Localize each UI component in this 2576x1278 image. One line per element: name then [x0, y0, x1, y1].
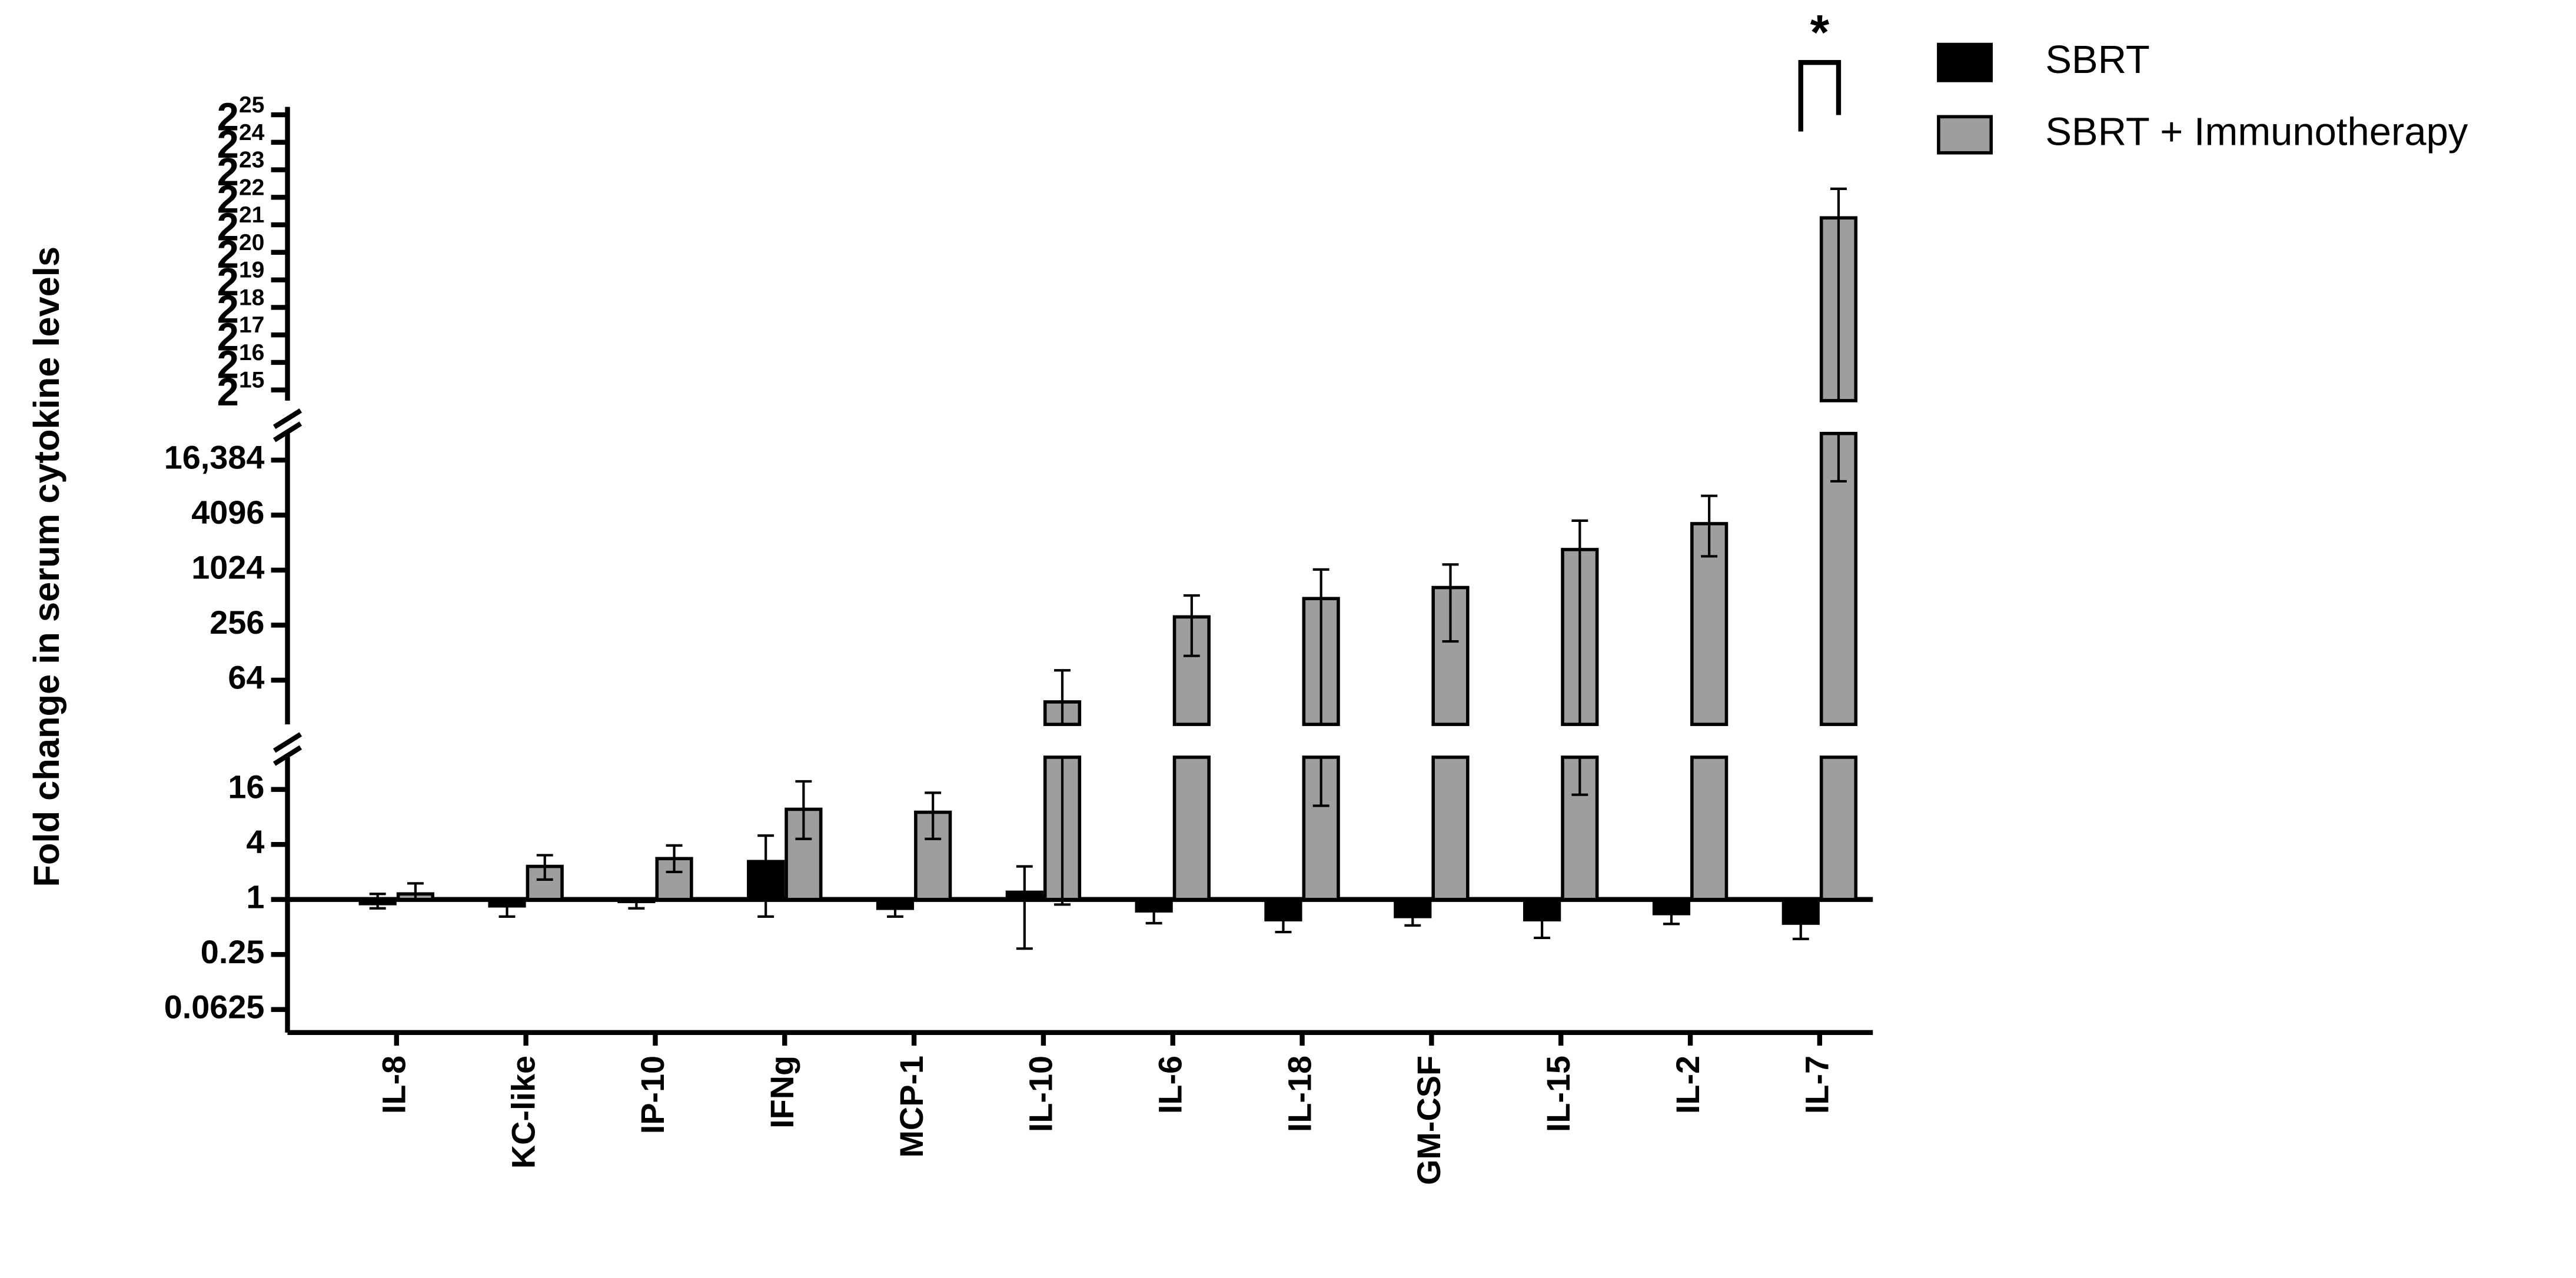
y-tick-label: 220	[217, 230, 265, 277]
y-tick-label: 0.0625	[164, 988, 265, 1025]
legend-label: SBRT	[2045, 38, 2149, 82]
y-tick-base: 2	[217, 370, 239, 414]
y-tick-label: 256	[210, 604, 264, 641]
significance-bracket	[1798, 60, 1842, 132]
bar	[1394, 897, 1432, 918]
y-tick-label: 1024	[191, 549, 264, 586]
y-tick-base: 2	[217, 95, 239, 139]
y-tick-base: 2	[217, 122, 239, 167]
legend-label: SBRT + Immunotherapy	[2045, 110, 2468, 154]
bar	[1135, 897, 1173, 913]
bar	[1561, 756, 1599, 901]
x-tick-label: GM-CSF	[1410, 1056, 1447, 1185]
axis-break	[272, 408, 303, 430]
y-tick-label: 225	[217, 92, 265, 139]
y-tick-base: 2	[217, 150, 239, 194]
x-tick-label: IFNg	[763, 1056, 800, 1129]
x-tick-label: IL-8	[375, 1056, 413, 1114]
y-axis-label: Fold change in serum cytokine levels	[26, 247, 67, 887]
y-tick-label: 216	[217, 340, 265, 387]
bar	[1819, 756, 1858, 901]
x-tick-label: MCP-1	[893, 1056, 930, 1158]
bar	[1431, 756, 1470, 901]
y-tick-label: 16	[228, 768, 264, 805]
bar	[1264, 897, 1302, 921]
y-tick-exponent: 18	[239, 285, 264, 311]
bar	[1781, 897, 1820, 925]
y-tick-label: 16,384	[164, 439, 265, 476]
y-tick-exponent: 20	[239, 230, 264, 255]
y-tick-label: 224	[217, 120, 265, 167]
y-tick-exponent: 22	[239, 175, 264, 201]
y-tick-label: 0.25	[201, 933, 265, 970]
y-tick-exponent: 23	[239, 148, 264, 173]
bar	[1523, 897, 1561, 921]
x-tick-label: IL-15	[1540, 1056, 1577, 1132]
y-tick-label: 219	[217, 258, 265, 304]
y-tick-label: 222	[217, 175, 265, 222]
y-tick-label: 4	[246, 823, 264, 860]
x-tick-label: IL-6	[1151, 1056, 1188, 1114]
legend-swatch	[1937, 115, 1993, 155]
y-tick-exponent: 17	[239, 313, 264, 338]
y-tick-exponent: 19	[239, 258, 264, 283]
bar	[1172, 756, 1211, 901]
y-tick-label: 215	[217, 368, 265, 414]
significance-label: *	[1810, 5, 1830, 60]
y-tick-label: 64	[228, 659, 264, 696]
y-tick-base: 2	[217, 205, 239, 249]
axis-break	[272, 421, 303, 442]
x-tick-label: IL-18	[1281, 1056, 1318, 1132]
y-tick-base: 2	[217, 177, 239, 221]
bar	[655, 857, 693, 901]
y-tick-label: 218	[217, 285, 265, 332]
y-tick-base: 2	[217, 287, 239, 331]
y-tick-label: 4096	[191, 494, 264, 531]
y-tick-label: 223	[217, 148, 265, 194]
bar	[1652, 897, 1691, 916]
y-tick-label: 221	[217, 202, 265, 249]
legend-swatch	[1937, 42, 1993, 82]
x-tick-label: IL-2	[1669, 1056, 1706, 1114]
y-tick-exponent: 21	[239, 202, 264, 228]
y-tick-label: 217	[217, 313, 265, 360]
axis-break	[272, 732, 303, 753]
y-tick-base: 2	[217, 315, 239, 359]
y-tick-label: 1	[246, 878, 264, 915]
bar	[1690, 756, 1729, 901]
x-tick-label: IL-7	[1799, 1056, 1836, 1114]
x-tick-label: IL-10	[1022, 1056, 1059, 1132]
y-tick-exponent: 15	[239, 368, 264, 393]
y-tick-base: 2	[217, 260, 239, 304]
y-tick-base: 2	[217, 232, 239, 277]
y-tick-exponent: 24	[239, 120, 265, 145]
y-tick-exponent: 16	[239, 340, 264, 365]
x-tick-label: IP-10	[634, 1056, 671, 1134]
y-tick-exponent: 25	[239, 92, 264, 118]
y-tick-base: 2	[217, 342, 239, 387]
x-tick-label: KC-like	[504, 1056, 541, 1169]
axis-break	[272, 745, 303, 766]
